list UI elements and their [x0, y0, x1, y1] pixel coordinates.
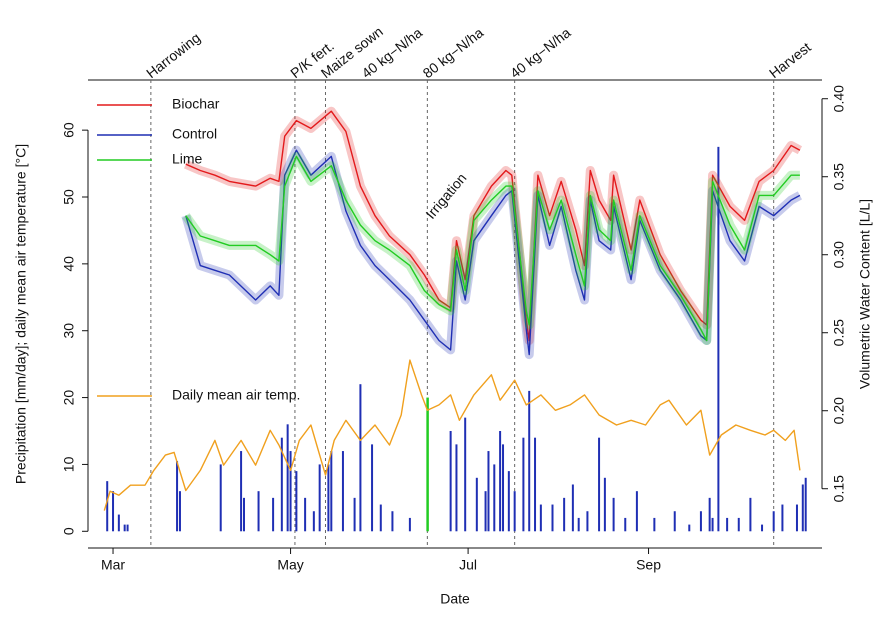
- precip-bar: [726, 517, 729, 532]
- precip-bar: [219, 464, 222, 532]
- legend-label: Control: [172, 126, 217, 142]
- precip-bar: [242, 497, 245, 532]
- precip-bar: [126, 524, 129, 532]
- precip-bar: [475, 477, 478, 532]
- precip-bar: [772, 511, 775, 532]
- legend-label: Daily mean air temp.: [172, 387, 300, 403]
- x-tick-label: Mar: [101, 557, 125, 573]
- y2-tick-label: 0.40: [831, 85, 847, 112]
- precip-bar: [577, 517, 580, 532]
- precip-bar: [257, 491, 260, 532]
- y2-tick-label: 0.15: [831, 475, 847, 502]
- precip-bar: [106, 481, 109, 532]
- precip-bar: [534, 437, 537, 532]
- precip-bar: [112, 491, 115, 532]
- precip-bar: [464, 417, 467, 532]
- y-tick-label: 10: [61, 456, 77, 472]
- y-tick-label: 20: [61, 390, 77, 406]
- precip-bar: [801, 484, 804, 532]
- precip-bar: [312, 511, 315, 532]
- precip-bar: [635, 491, 638, 532]
- series-line: [185, 110, 801, 342]
- precip-bar: [341, 451, 344, 532]
- irrigation-bar: [426, 397, 429, 532]
- precip-bar: [737, 517, 740, 532]
- precip-bar: [522, 437, 525, 532]
- precip-bar: [240, 451, 243, 532]
- precip-bar: [304, 497, 307, 532]
- y-tick-label: 30: [61, 323, 77, 339]
- precip-bar: [499, 431, 502, 532]
- precip-bar: [502, 444, 505, 532]
- precip-bar: [804, 477, 807, 532]
- precip-bar: [330, 451, 333, 532]
- precip-bar: [507, 471, 510, 532]
- precip-bar: [603, 477, 606, 532]
- precip-bar: [688, 524, 691, 532]
- precip-bar: [117, 514, 120, 532]
- y2-tick-label: 0.30: [831, 241, 847, 268]
- precip-bar: [795, 504, 798, 532]
- y-tick-label: 40: [61, 256, 77, 272]
- precip-bar: [539, 504, 542, 532]
- x-tick-label: Sep: [636, 557, 661, 573]
- precip-bar: [586, 511, 589, 532]
- precip-bar: [289, 451, 292, 532]
- precip-bar: [673, 511, 676, 532]
- y2-axis-label: Volumetric Water Content [L/L]: [857, 199, 873, 389]
- precip-bar: [455, 444, 458, 532]
- series-line: [185, 155, 800, 342]
- precip-bar: [493, 464, 496, 532]
- precip-bar: [286, 424, 289, 532]
- precip-bar: [295, 471, 298, 532]
- y2-tick-label: 0.20: [831, 397, 847, 424]
- precip-bar: [176, 461, 179, 532]
- x-tick-label: Jul: [459, 557, 477, 573]
- precip-bar: [353, 497, 356, 532]
- y2-tick-label: 0.35: [831, 163, 847, 190]
- precip-bar: [563, 497, 566, 532]
- precip-bar: [624, 517, 627, 532]
- legend-label: Biochar: [172, 96, 220, 112]
- precip-bar: [699, 511, 702, 532]
- precip-bar: [598, 437, 601, 532]
- y-tick-label: 60: [61, 122, 77, 138]
- precip-bar: [749, 497, 752, 532]
- precip-bar: [327, 464, 330, 532]
- precip-bar: [487, 451, 490, 532]
- x-tick-label: May: [277, 557, 303, 573]
- precip-bar: [359, 384, 362, 532]
- precip-bar: [513, 491, 516, 532]
- precip-bar: [717, 146, 720, 532]
- precip-bar: [280, 437, 283, 532]
- precip-bar: [612, 497, 615, 532]
- precip-bar: [528, 390, 531, 532]
- series-line: [103, 359, 801, 511]
- precip-bar: [761, 524, 764, 532]
- precip-bar: [653, 517, 656, 532]
- y2-tick-label: 0.25: [831, 319, 847, 346]
- precip-bar: [484, 491, 487, 532]
- legend-label: Lime: [172, 151, 203, 167]
- y-axis-label: Precipitation [mm/day]; daily mean air t…: [13, 144, 29, 484]
- y-tick-label: 0: [61, 527, 77, 535]
- precip-bar: [551, 504, 554, 532]
- x-axis-label: Date: [440, 591, 470, 607]
- y-tick-label: 50: [61, 189, 77, 205]
- precip-bar: [391, 511, 394, 532]
- precip-bar: [178, 491, 181, 532]
- precip-bar: [781, 504, 784, 532]
- precip-bar: [123, 524, 126, 532]
- precip-bar: [449, 431, 452, 532]
- precip-bar: [711, 517, 714, 532]
- precip-bar: [408, 517, 411, 532]
- precip-bar: [571, 484, 574, 532]
- precip-bar: [371, 444, 374, 532]
- precip-bar: [708, 497, 711, 532]
- precip-bar: [272, 497, 275, 532]
- precip-bar: [379, 504, 382, 532]
- precip-bar: [318, 464, 321, 532]
